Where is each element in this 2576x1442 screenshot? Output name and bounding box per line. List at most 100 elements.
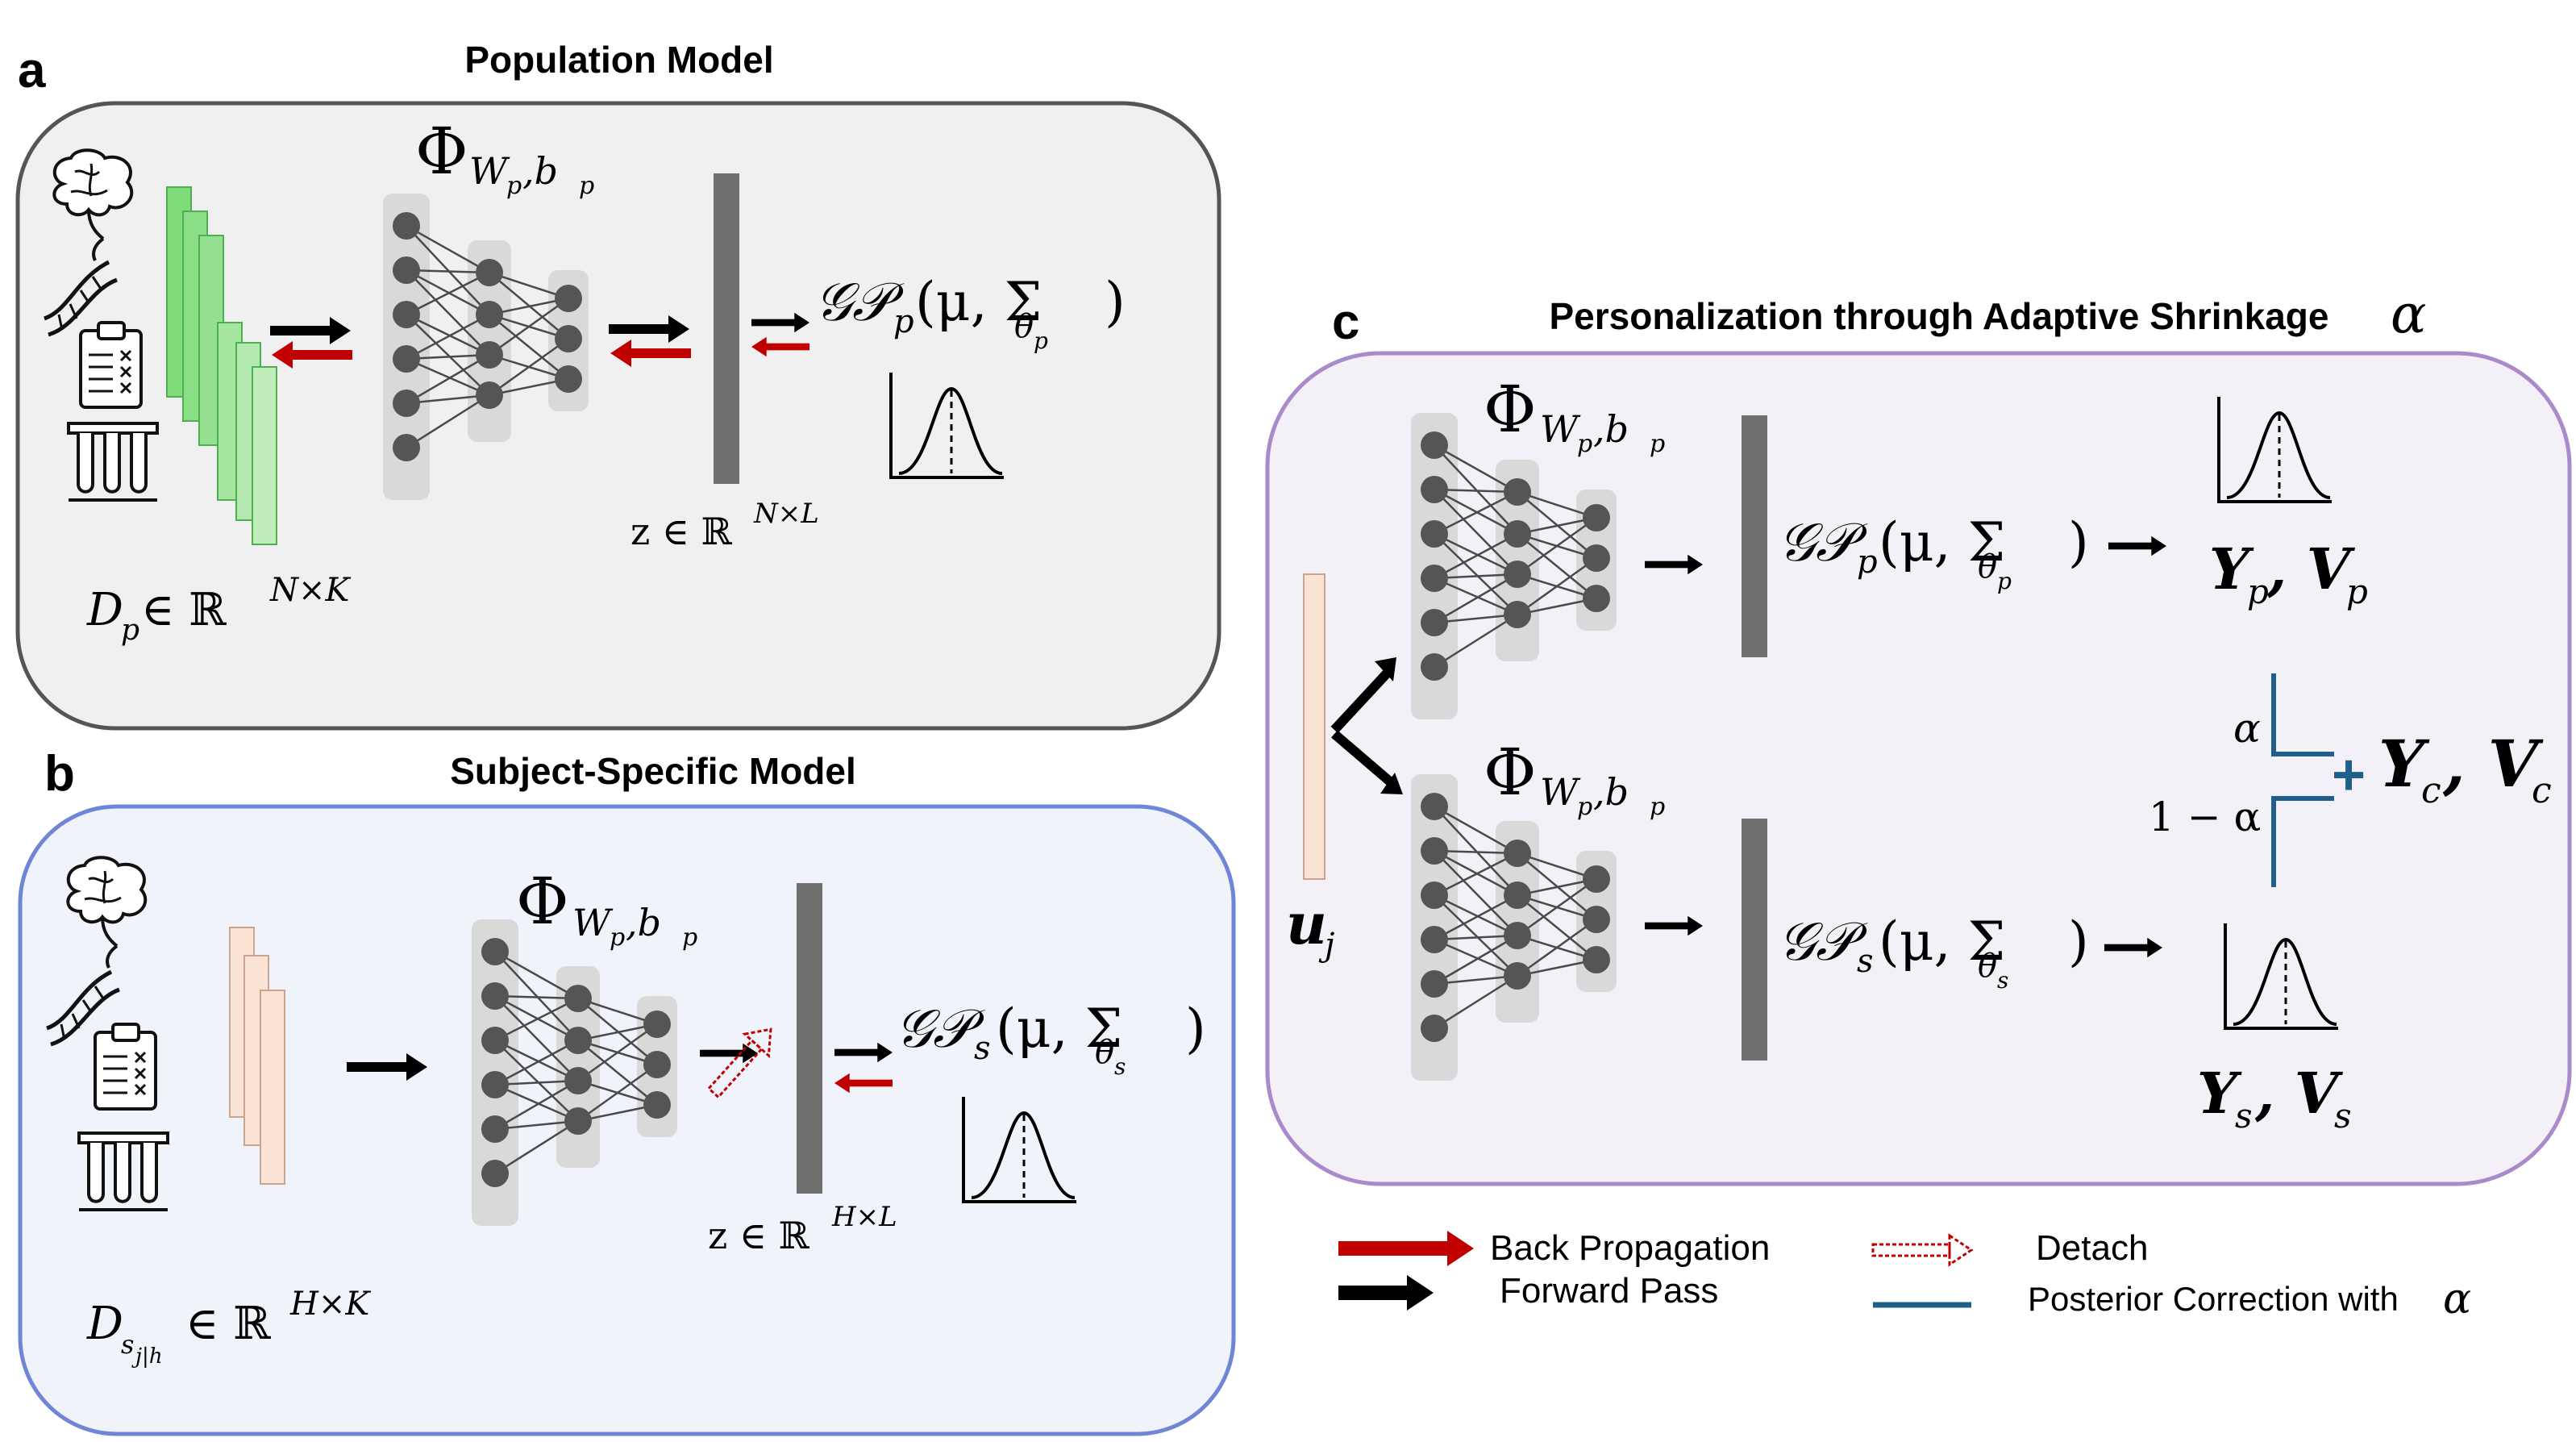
svg-text:): ) [2068,911,2089,973]
legend-forward-label: Forward Pass [1500,1271,1718,1311]
panel-a-letter: a [18,43,46,98]
svg-text:Φ: Φ [415,114,468,189]
svg-text:p: p [1034,327,1048,354]
svg-text:p: p [893,303,914,340]
panel-a-title: Population Model [464,39,773,81]
svg-text:Y: Y [2197,1060,2242,1127]
svg-text:z ∈ ℝ: z ∈ ℝ [708,1214,810,1257]
svg-text:Φ: Φ [1484,372,1537,447]
population-model-box [15,101,1221,731]
svg-text:p: p [682,923,697,952]
svg-text:,b: ,b [1593,770,1629,814]
svg-text:s: s [2334,1096,2352,1136]
yp-vp-label: Y p , V p [2209,536,2368,611]
legend-detach-arrow [1871,1233,1974,1267]
svg-text:∈ ℝ: ∈ ℝ [185,1298,272,1350]
svg-text:W: W [469,149,510,193]
svg-text:, V: , V [2254,1060,2344,1127]
split-arrows [1330,657,1403,794]
svg-text:s: s [121,1329,134,1360]
svg-text:): ) [1185,998,1206,1060]
upper-phi-label: Φ W p ,b p [1484,372,1665,458]
svg-text:s: s [1114,1053,1126,1080]
panel-c-title: Personalization through Adaptive Shrinka… [1550,295,2329,337]
lower-phi-label: Φ W p ,b p [1484,735,1665,821]
subject-phi-label: Φ W p ,b p [516,864,697,952]
legend-detach-label: Detach [2036,1228,2148,1268]
svg-text:Φ: Φ [516,864,569,939]
u-label: u j [1286,890,1334,964]
svg-text:N×K: N×K [269,572,352,609]
svg-text:p: p [1857,544,1878,581]
svg-text:θ: θ [1095,1034,1114,1071]
svg-text:): ) [1105,271,1126,333]
population-z-label: z ∈ ℝ N×L [630,498,819,553]
svg-text:c: c [2532,770,2552,811]
svg-text:p: p [579,172,594,200]
svg-text:,b: ,b [1593,407,1629,451]
personalization-box [1265,351,2572,1186]
svg-text:(μ, Σ: (μ, Σ [1879,511,2005,573]
svg-text:(μ, Σ: (μ, Σ [915,271,1042,333]
subject-latent-bar [797,883,822,1194]
combine-plus: + [2332,743,2366,807]
subject-z-label: z ∈ ℝ H×L [708,1201,897,1257]
legend-posterior-alpha: α [2443,1275,2471,1323]
one-minus-alpha-label: 1 − α [2149,794,2261,840]
svg-text:p: p [2247,572,2269,611]
svg-text:𝒢𝒫: 𝒢𝒫 [1778,911,1868,973]
svg-text:p: p [610,923,625,952]
panel-c: c Personalization through Adaptive Shrin… [1265,283,2572,1186]
panel-b-title: Subject-Specific Model [450,750,856,792]
svg-text:z ∈ ℝ: z ∈ ℝ [630,510,733,553]
panel-c-letter: c [1332,294,1359,350]
svg-text:H×L: H×L [831,1201,897,1233]
svg-text:s: s [2235,1096,2253,1136]
svg-text:, V: , V [2266,536,2356,602]
svg-text:p: p [2346,572,2368,611]
panel-b-letter: b [44,746,75,802]
svg-text:p: p [1577,430,1592,458]
svg-text:(μ, Σ: (μ, Σ [1879,911,2005,973]
svg-text:θ: θ [1978,548,1997,586]
population-gp-label: 𝒢𝒫 p (μ, Σ θ p ) [814,271,1126,354]
upper-gp-label: 𝒢𝒫 p (μ, Σ θ p ) [1778,511,2089,594]
svg-text:p: p [121,614,139,647]
svg-text:D: D [86,584,123,636]
svg-text:Y: Y [2378,726,2430,802]
svg-text:c: c [2421,770,2441,811]
svg-text:s: s [1997,967,2008,994]
legend: Back Propagation Forward Pass Detach Pos… [1338,1228,2471,1323]
svg-text:𝒢𝒫: 𝒢𝒫 [814,271,905,333]
svg-text:N×L: N×L [753,498,819,530]
alpha-weight-label: α [2233,705,2261,752]
svg-text:θ: θ [1978,948,1997,985]
svg-text:p: p [1997,568,2012,594]
svg-text:): ) [2068,511,2089,573]
panel-b: b Subject-Specific Model D s j|h ∈ ℝ H×K… [18,746,1236,1436]
svg-text:p: p [1650,793,1665,821]
svg-text:s: s [1857,943,1874,980]
subject-d-label: D s j|h ∈ ℝ H×K [86,1286,371,1369]
population-phi-label: Φ W p ,b p [415,114,594,200]
svg-text:𝒢𝒫: 𝒢𝒫 [895,998,985,1060]
svg-text:H×K: H×K [289,1286,371,1323]
panel-a: a Population Model D p ∈ ℝ N×K Φ [15,39,1221,731]
svg-text:𝒢𝒫: 𝒢𝒫 [1778,511,1868,573]
legend-posterior-label: Posterior Correction with [2028,1280,2399,1318]
svg-text:W: W [1540,407,1581,451]
panel-c-title-alpha: α [2391,283,2427,345]
svg-text:W: W [1540,770,1581,814]
svg-text:W: W [572,901,614,944]
ys-vs-label: Y s , V s [2197,1060,2352,1136]
svg-text:Φ: Φ [1484,735,1537,810]
legend-back-prop-arrow [1338,1231,1474,1266]
legend-forward-arrow [1338,1275,1434,1311]
yc-vc-label: Y c , V c [2378,726,2552,811]
svg-text:, V: , V [2442,726,2544,802]
svg-text:,b: ,b [522,149,558,193]
posterior-correction-bracket [2271,673,2334,887]
lower-latent-bar [1742,819,1767,1061]
svg-text:s: s [974,1030,991,1067]
